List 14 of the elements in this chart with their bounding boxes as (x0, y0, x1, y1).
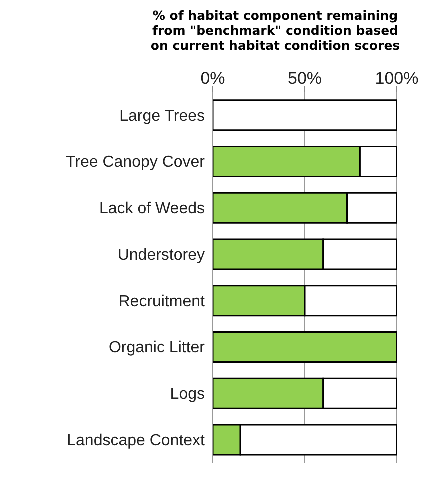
y-tick-label: Lack of Weeds (99, 200, 205, 218)
bar (213, 331, 397, 363)
y-tick-label: Recruitment (118, 293, 206, 310)
chart-title: % of habitat component remaining from "benchmark" condition based on current habitat condition scores (150, 8, 402, 53)
y-tick-label: Organic Litter (108, 340, 206, 357)
x-tick-label: 100% (375, 69, 419, 88)
y-tick-label: Understorey (118, 246, 205, 264)
x-tick-label: 0% (200, 69, 226, 88)
bar (213, 100, 397, 132)
x-tick-label: 50% (288, 69, 322, 88)
y-tick-label: Landscape Context (67, 432, 206, 450)
y-tick-label: Tree Canopy Cover (66, 154, 206, 172)
y-tick-label: Logs (170, 386, 205, 404)
y-tick-label: Large Trees (120, 108, 205, 125)
